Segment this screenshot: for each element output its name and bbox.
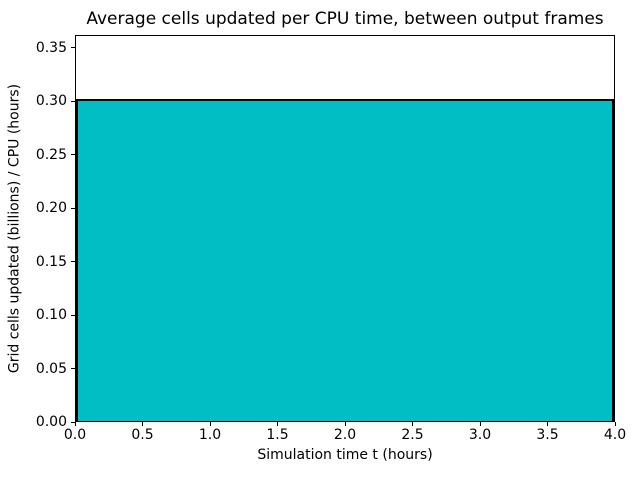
plot-area bbox=[75, 35, 615, 422]
x-tick-label: 0.5 bbox=[131, 427, 154, 443]
x-tick-label: 1.0 bbox=[198, 427, 222, 443]
y-tick-mark bbox=[71, 100, 75, 102]
x-tick-mark bbox=[614, 422, 616, 426]
x-tick-label: 2.5 bbox=[401, 427, 424, 443]
x-tick-label: 0.0 bbox=[63, 427, 87, 443]
area-series-fill bbox=[76, 99, 614, 421]
x-tick-mark bbox=[479, 422, 481, 426]
y-tick-label: 0.10 bbox=[35, 307, 67, 324]
y-tick-label: 0.35 bbox=[35, 39, 67, 56]
y-tick-mark bbox=[71, 421, 75, 423]
y-tick-label: 0.25 bbox=[35, 146, 67, 163]
x-tick-mark bbox=[344, 422, 346, 426]
y-tick-mark bbox=[71, 261, 75, 263]
x-tick-mark bbox=[277, 422, 278, 426]
y-tick-label: 0.05 bbox=[35, 360, 67, 377]
y-tick-mark bbox=[71, 207, 75, 209]
x-tick-mark bbox=[412, 422, 413, 426]
x-tick-mark bbox=[209, 422, 211, 426]
x-axis-label: Simulation time t (hours) bbox=[257, 447, 433, 463]
chart-title: Average cells updated per CPU time, betw… bbox=[86, 9, 604, 29]
y-tick-mark bbox=[71, 368, 75, 370]
x-tick-mark bbox=[74, 422, 76, 426]
x-tick-label: 4.0 bbox=[603, 427, 627, 443]
x-tick-label: 1.5 bbox=[266, 427, 289, 443]
y-tick-label: 0.15 bbox=[35, 253, 67, 270]
y-tick-label: 0.30 bbox=[35, 93, 67, 110]
x-tick-mark bbox=[142, 422, 143, 426]
y-tick-mark bbox=[71, 47, 75, 49]
x-tick-label: 3.5 bbox=[536, 427, 559, 443]
y-tick-label: 0.00 bbox=[35, 414, 67, 430]
x-tick-mark bbox=[547, 422, 548, 426]
y-tick-mark bbox=[71, 314, 75, 316]
y-tick-mark bbox=[71, 154, 75, 156]
x-tick-label: 3.0 bbox=[468, 427, 492, 443]
x-tick-label: 2.0 bbox=[333, 427, 357, 443]
y-tick-label: 0.20 bbox=[35, 200, 67, 217]
